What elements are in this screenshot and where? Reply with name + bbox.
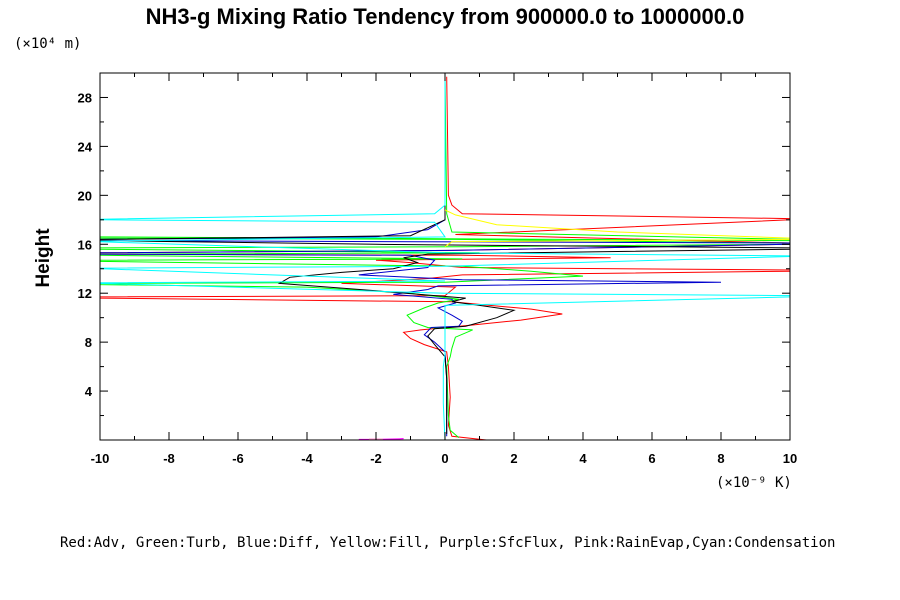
x-tick-label: -10	[91, 451, 110, 466]
series-line-1	[99, 76, 791, 438]
series-line-2	[99, 76, 791, 437]
y-tick-label: 8	[85, 335, 92, 350]
series-line-3	[99, 76, 791, 434]
x-tick-label: 10	[783, 451, 797, 466]
x-tick-label: 4	[579, 451, 587, 466]
series-line-7	[99, 76, 791, 441]
series-layer	[99, 76, 791, 441]
y-axis-title: Height	[33, 228, 54, 288]
y-tick-label: 28	[78, 90, 92, 105]
chart-title: NH3-g Mixing Ratio Tendency from 900000.…	[146, 4, 745, 29]
x-tick-label: -2	[370, 451, 382, 466]
x-tick-label: -8	[163, 451, 175, 466]
y-multiplier-label: (×10⁴ m)	[14, 36, 81, 52]
y-tick-label: 4	[85, 384, 93, 399]
x-tick-label: -4	[301, 451, 313, 466]
series-line-4	[444, 209, 791, 248]
legend-caption: Red:Adv, Green:Turb, Blue:Diff, Yellow:F…	[60, 535, 835, 551]
y-tick-label: 24	[78, 139, 93, 154]
y-tick-label: 12	[78, 286, 92, 301]
x-tick-label: 0	[441, 451, 448, 466]
x-tick-label: -6	[232, 451, 244, 466]
x-tick-label: 2	[510, 451, 517, 466]
x-tick-label: 8	[717, 451, 724, 466]
y-tick-label: 16	[78, 237, 92, 252]
x-multiplier-label: (×10⁻⁹ K)	[716, 475, 792, 491]
y-tick-label: 20	[78, 188, 92, 203]
x-tick-label: 6	[648, 451, 655, 466]
